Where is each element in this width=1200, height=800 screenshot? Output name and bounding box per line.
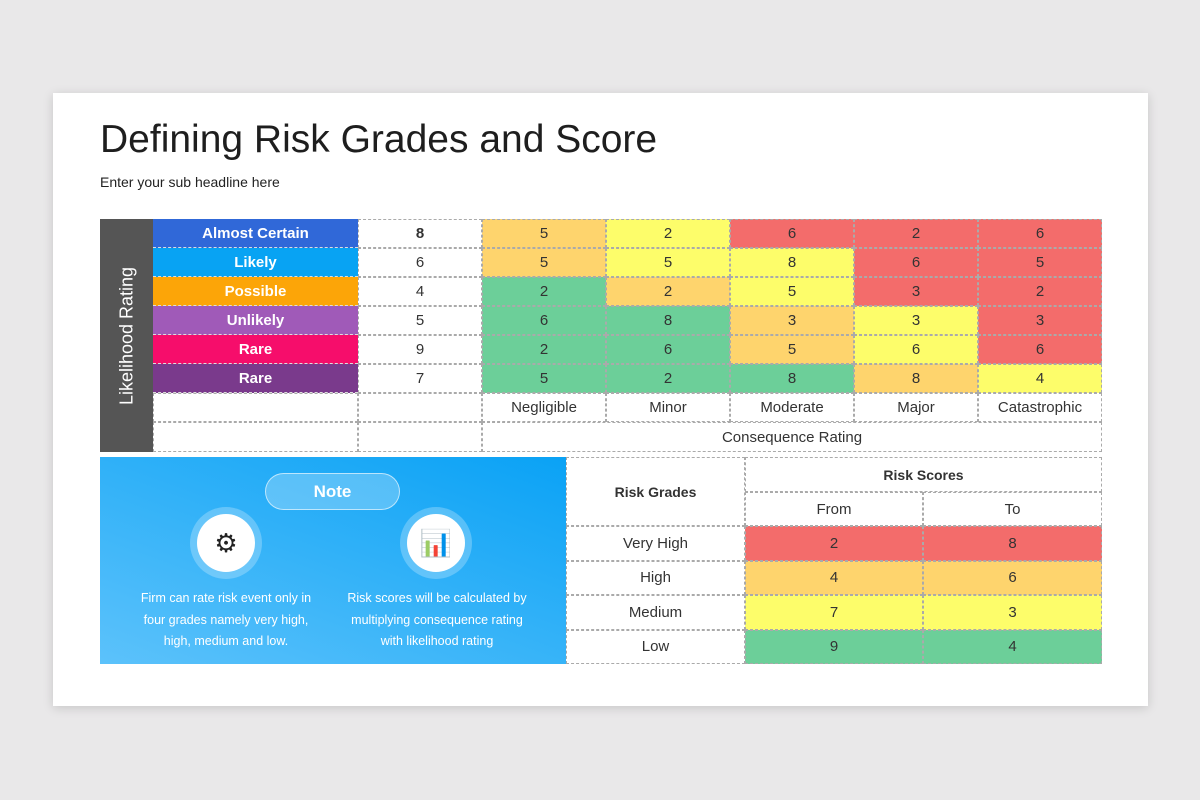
grade-label: Very High bbox=[566, 526, 745, 561]
grade-label: Medium bbox=[566, 595, 745, 630]
likelihood-axis-band: Likelihood Rating bbox=[100, 219, 153, 452]
matrix-cell: 2 bbox=[606, 277, 730, 306]
matrix-cell: 6 bbox=[606, 335, 730, 364]
matrix-cell: 5 bbox=[482, 248, 606, 277]
matrix-cell: 3 bbox=[854, 277, 978, 306]
matrix-cell: 6 bbox=[978, 335, 1102, 364]
likelihood-value: 8 bbox=[358, 219, 482, 248]
matrix-cell: 6 bbox=[854, 248, 978, 277]
matrix-cell: 6 bbox=[482, 306, 606, 335]
matrix-cell: 2 bbox=[854, 219, 978, 248]
matrix-cell: 8 bbox=[854, 364, 978, 393]
likelihood-label: Rare bbox=[153, 364, 358, 393]
page-subtitle: Enter your sub headline here bbox=[100, 174, 280, 190]
matrix-cell: 5 bbox=[482, 219, 606, 248]
consequence-label: Minor bbox=[606, 393, 730, 422]
matrix-cell: 6 bbox=[978, 219, 1102, 248]
note-panel bbox=[100, 457, 566, 664]
likelihood-label: Unlikely bbox=[153, 306, 358, 335]
score-to: 6 bbox=[923, 560, 1102, 595]
blank-cell bbox=[153, 422, 358, 452]
matrix-cell: 8 bbox=[730, 248, 854, 277]
blank-cell bbox=[358, 393, 482, 422]
score-to: 4 bbox=[923, 629, 1102, 664]
risk-management-icon: ⚙ bbox=[190, 507, 262, 579]
likelihood-value: 4 bbox=[358, 277, 482, 306]
matrix-cell: 6 bbox=[730, 219, 854, 248]
likelihood-value: 5 bbox=[358, 306, 482, 335]
matrix-cell: 5 bbox=[730, 277, 854, 306]
matrix-cell: 2 bbox=[482, 277, 606, 306]
matrix-cell: 5 bbox=[606, 248, 730, 277]
grade-label: Low bbox=[566, 629, 745, 664]
consequence-label: Negligible bbox=[482, 393, 606, 422]
score-from: 2 bbox=[745, 526, 923, 561]
blank-cell bbox=[358, 422, 482, 452]
likelihood-axis-label: Likelihood Rating bbox=[116, 266, 136, 405]
matrix-cell: 6 bbox=[854, 335, 978, 364]
likelihood-label: Rare bbox=[153, 335, 358, 364]
likelihood-label: Possible bbox=[153, 277, 358, 306]
likelihood-value: 9 bbox=[358, 335, 482, 364]
note-label: Note bbox=[265, 473, 400, 510]
matrix-cell: 5 bbox=[978, 248, 1102, 277]
score-to: 8 bbox=[923, 526, 1102, 561]
matrix-cell: 5 bbox=[482, 364, 606, 393]
note-text-1: Firm can rate risk event only in four gr… bbox=[140, 591, 312, 648]
matrix-cell: 8 bbox=[606, 306, 730, 335]
matrix-cell: 2 bbox=[606, 219, 730, 248]
matrix-cell: 3 bbox=[730, 306, 854, 335]
score-to: 3 bbox=[923, 595, 1102, 630]
likelihood-label: Likely bbox=[153, 248, 358, 277]
consequence-label: Major bbox=[854, 393, 978, 422]
likelihood-label: Almost Certain bbox=[153, 219, 358, 248]
score-from: 7 bbox=[745, 595, 923, 630]
consequence-label: Moderate bbox=[730, 393, 854, 422]
matrix-cell: 4 bbox=[978, 364, 1102, 393]
risk-chart-warning-icon: 📊 bbox=[400, 507, 472, 579]
matrix-cell: 3 bbox=[854, 306, 978, 335]
likelihood-value: 6 bbox=[358, 248, 482, 277]
likelihood-value: 7 bbox=[358, 364, 482, 393]
risk-scores-header: Risk Scores bbox=[745, 457, 1102, 492]
consequence-axis-label: Consequence Rating bbox=[482, 422, 1102, 452]
matrix-cell: 8 bbox=[730, 364, 854, 393]
note-text-2: Risk scores will be calculated by multip… bbox=[347, 591, 527, 648]
consequence-label: Catastrophic bbox=[978, 393, 1102, 422]
matrix-cell: 2 bbox=[482, 335, 606, 364]
matrix-cell: 2 bbox=[978, 277, 1102, 306]
matrix-cell: 2 bbox=[606, 364, 730, 393]
from-header: From bbox=[745, 492, 923, 526]
to-header: To bbox=[923, 492, 1102, 526]
score-from: 4 bbox=[745, 560, 923, 595]
risk-grades-header: Risk Grades bbox=[566, 457, 745, 526]
matrix-cell: 3 bbox=[978, 306, 1102, 335]
score-from: 9 bbox=[745, 629, 923, 664]
blank-cell bbox=[153, 393, 358, 422]
grade-label: High bbox=[566, 560, 745, 595]
page-title: Defining Risk Grades and Score bbox=[100, 118, 658, 161]
matrix-cell: 5 bbox=[730, 335, 854, 364]
